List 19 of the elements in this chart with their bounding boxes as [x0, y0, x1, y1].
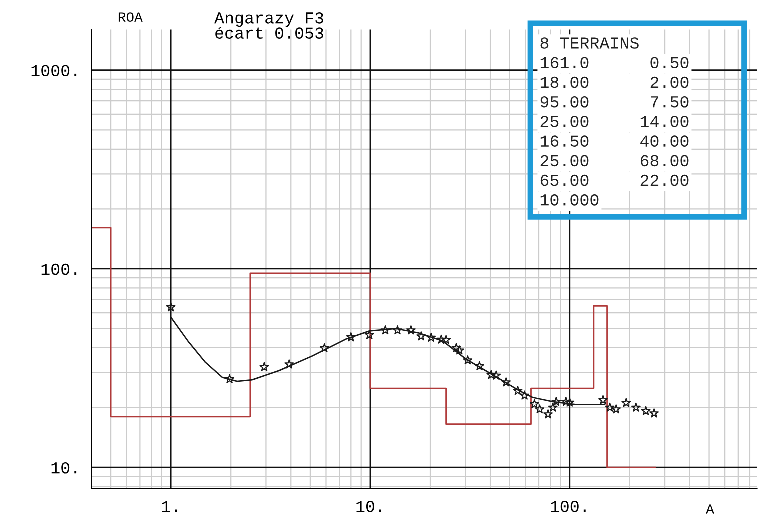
annotation: 25.00 68.00: [540, 155, 689, 167]
chart-title: Angarazy F3: [214, 12, 324, 28]
annotation: 8 TERRAINS: [540, 38, 639, 49]
annotation: 18.00 2.00: [540, 76, 689, 88]
annotation: 95.00 7.50: [540, 96, 689, 108]
chart-subtitle: écart 0.053: [216, 26, 324, 39]
y-axis-title: ROA: [118, 12, 143, 22]
annotation: 65.00 22.00: [540, 174, 689, 186]
y-tick-label: 1000.: [32, 65, 77, 77]
annotation: 25.00 14.00: [540, 116, 689, 128]
x-axis-title: A: [706, 504, 714, 514]
annotation: 161.0 0.50: [540, 57, 689, 69]
y-tick-label: 10.: [52, 462, 77, 474]
x-tick-label: 100.: [551, 501, 586, 512]
x-tick-label: 10.: [356, 501, 382, 512]
annotation: 10.000: [540, 194, 599, 206]
x-tick-label: 1.: [162, 501, 178, 512]
annotation: 16.50 40.00: [540, 136, 689, 147]
y-tick-label: 100.: [42, 264, 77, 276]
